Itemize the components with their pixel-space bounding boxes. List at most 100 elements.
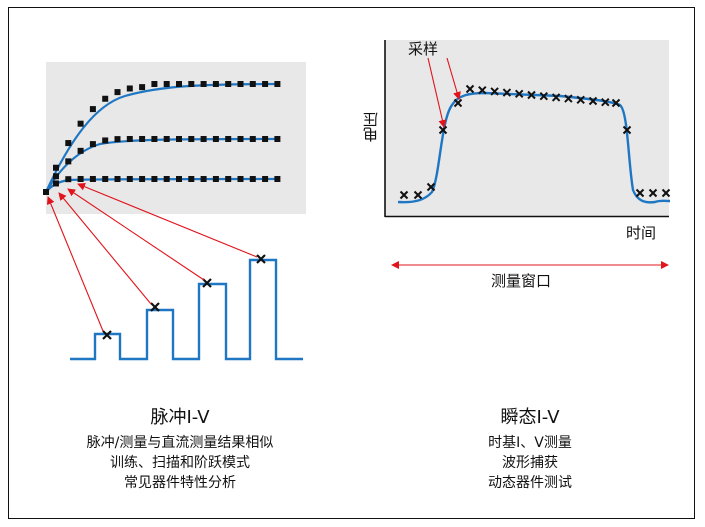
pulse-title: 脉冲I-V <box>150 407 210 428</box>
transient-cross <box>588 96 598 106</box>
iv-marker-high <box>200 81 207 87</box>
transient-cross <box>648 188 658 198</box>
iv-marker-mid <box>53 173 59 180</box>
iv-marker-low <box>77 176 84 182</box>
x-axis-label: 时间 <box>626 224 657 242</box>
iv-marker-mid <box>126 136 133 142</box>
iv-marker-low <box>225 176 232 182</box>
iv-marker-mid <box>200 136 207 142</box>
iv-marker-high <box>126 85 133 92</box>
iv-marker-high <box>114 89 121 96</box>
iv-marker-low <box>274 176 281 182</box>
transient-cross <box>413 190 423 200</box>
iv-marker-high <box>53 164 59 171</box>
y-axis-label: 电压 <box>362 112 380 142</box>
transient-line-1: 时基I、V测量 <box>488 435 572 451</box>
pulse-to-iv-arrows <box>46 182 258 332</box>
iv-marker-mid <box>102 137 109 144</box>
iv-marker-high <box>176 81 182 87</box>
pulse-train <box>70 258 303 361</box>
transient-cross <box>527 90 536 100</box>
measurement-window-label: 测量窗口 <box>491 272 552 290</box>
pulse-cross-1 <box>102 330 112 340</box>
iv-marker-mid <box>188 136 195 142</box>
iv-marker-low <box>114 176 121 182</box>
iv-marker-mid <box>139 136 146 142</box>
iv-marker-mid <box>77 147 84 154</box>
transient-cross <box>635 188 645 198</box>
transient-cross <box>576 95 585 105</box>
iv-marker-low <box>65 176 72 183</box>
iv-marker-high <box>102 95 109 102</box>
iv-marker-mid <box>151 136 158 142</box>
iv-marker-low <box>212 176 219 182</box>
pulse-cross-4 <box>256 254 266 264</box>
transient-cross <box>601 97 610 107</box>
iv-marker-mid <box>274 136 281 142</box>
iv-marker-high <box>249 81 256 87</box>
sample-arrows <box>427 57 461 128</box>
transient-cross <box>478 85 487 95</box>
transient-cross <box>564 94 573 103</box>
iv-marker-low <box>262 176 269 182</box>
transient-cross <box>453 98 463 108</box>
iv-marker-mid <box>89 141 96 148</box>
transient-sample-crosses <box>399 84 671 200</box>
transient-cross <box>490 87 499 96</box>
transient-line-2: 波形捕获 <box>502 455 558 471</box>
iv-marker-mid <box>262 136 269 142</box>
iv-marker-high <box>262 81 269 87</box>
transient-cross <box>551 93 561 102</box>
iv-marker-high <box>77 120 84 127</box>
iv-marker-low <box>89 176 96 182</box>
iv-marker-low <box>53 180 59 187</box>
iv-marker-low <box>139 176 146 182</box>
pulse-line-3: 常见器件特性分析 <box>124 475 236 491</box>
sample-label: 采样 <box>408 40 439 58</box>
iv-origin-marker <box>43 189 49 195</box>
iv-marker-low <box>126 176 133 182</box>
pulse-line-2: 训练、扫描和阶跃模式 <box>110 455 250 471</box>
iv-marker-mid <box>176 136 182 142</box>
iv-marker-mid <box>114 136 121 143</box>
iv-marker-low <box>163 176 170 182</box>
iv-marker-high <box>163 81 170 87</box>
iv-marker-low <box>249 176 256 182</box>
transient-cross <box>611 98 621 108</box>
transient-cross <box>426 182 436 192</box>
iv-marker-low <box>188 176 195 182</box>
iv-marker-high <box>65 140 72 147</box>
iv-marker-high <box>237 81 244 87</box>
iv-marker-high <box>274 81 281 87</box>
iv-marker-mid <box>237 136 244 142</box>
pulse-cross-2 <box>150 302 160 312</box>
iv-marker-mid <box>249 136 256 142</box>
iv-marker-high <box>139 84 146 91</box>
iv-marker-high <box>188 81 195 87</box>
figure-frame <box>8 7 695 519</box>
iv-marker-low <box>176 176 182 182</box>
transient-cross <box>661 188 671 198</box>
iv-marker-high <box>212 81 219 87</box>
transient-line-3: 动态器件测试 <box>488 475 572 491</box>
transient-cross <box>399 190 409 200</box>
iv-marker-low <box>237 176 244 182</box>
iv-marker-high <box>225 81 232 87</box>
pulse-caption: 脉冲I-V 脉冲/测量与直流测量结果相似 训练、扫描和阶跃模式 常见器件特性分析 <box>30 403 330 493</box>
iv-marker-low <box>151 176 158 182</box>
iv-marker-low <box>200 176 207 182</box>
iv-marker-high <box>151 81 158 87</box>
iv-marker-mid <box>163 136 170 142</box>
pulse-cross-3 <box>202 278 212 288</box>
iv-marker-mid <box>212 136 219 142</box>
transient-caption: 瞬态I-V 时基I、V测量 波形捕获 动态器件测试 <box>380 403 680 493</box>
pulse-line-1: 脉冲/测量与直流测量结果相似 <box>86 435 274 451</box>
iv-marker-mid <box>225 136 232 142</box>
transient-title: 瞬态I-V <box>500 407 560 428</box>
iv-sample-markers <box>43 81 281 195</box>
transient-axes <box>384 40 669 218</box>
iv-marker-high <box>89 106 96 113</box>
transient-cross <box>514 89 524 99</box>
iv-marker-mid <box>65 158 72 165</box>
